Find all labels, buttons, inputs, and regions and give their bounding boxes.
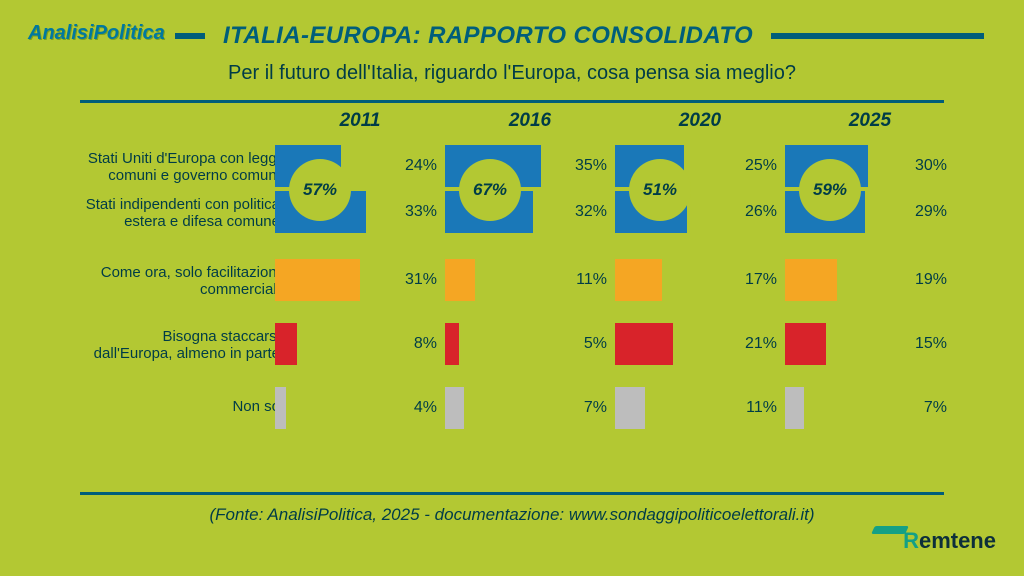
year-column: 67% 35% 32% 11% 5% 7% — [445, 145, 615, 475]
bar — [615, 259, 662, 301]
year-header: 2025 — [785, 110, 955, 132]
bar-row: 4% — [275, 387, 445, 429]
bar-row: 21% — [615, 323, 785, 365]
bar-row: 11% — [615, 387, 785, 429]
bar — [615, 387, 645, 429]
year-column: 51% 25% 26% 17% 21% 11% — [615, 145, 785, 475]
bar — [445, 323, 459, 365]
bar-row: 8% — [275, 323, 445, 365]
bar-row: 7% — [785, 387, 955, 429]
bar-value: 26% — [745, 191, 777, 233]
divider-top — [80, 100, 944, 103]
bar — [785, 323, 826, 365]
bar — [785, 259, 837, 301]
bar-value: 17% — [745, 259, 777, 301]
title-rule-right — [771, 33, 984, 39]
bar-value: 21% — [745, 323, 777, 365]
logo-swoosh-icon — [873, 526, 907, 536]
divider-bottom — [80, 492, 944, 495]
bar — [445, 259, 475, 301]
title-bar: ITALIA-EUROPA: RAPPORTO CONSOLIDATO — [0, 22, 1024, 50]
year-header: 2016 — [445, 110, 615, 132]
combined-pct-badge: 51% — [629, 159, 691, 221]
bar-row: 15% — [785, 323, 955, 365]
combined-pct-badge: 57% — [289, 159, 351, 221]
year-column: 59% 30% 29% 19% 15% 7% — [785, 145, 955, 475]
bar-row: 11% — [445, 259, 615, 301]
bar-value: 5% — [584, 323, 607, 365]
source-note: (Fonte: AnalisiPolitica, 2025 - document… — [0, 505, 1024, 525]
bar-value: 24% — [405, 145, 437, 187]
bar — [445, 387, 464, 429]
bar-value: 32% — [575, 191, 607, 233]
title-rule-left — [175, 33, 205, 39]
combined-pct-badge: 67% — [459, 159, 521, 221]
bar-row: 31% — [275, 259, 445, 301]
bar — [275, 323, 297, 365]
brand-logo-bottomright: Remtene — [869, 528, 996, 554]
year-header-row: 2011201620202025 — [80, 110, 944, 140]
combined-pct-badge: 59% — [799, 159, 861, 221]
bar-value: 11% — [576, 259, 607, 301]
bar-value: 7% — [584, 387, 607, 429]
year-column: 57% 24% 33% 31% 8% 4% — [275, 145, 445, 475]
bar-value: 30% — [915, 145, 947, 187]
bar-row: 17% — [615, 259, 785, 301]
bar-value: 7% — [924, 387, 947, 429]
bar-value: 25% — [745, 145, 777, 187]
bar-value: 31% — [405, 259, 437, 301]
bar-value: 4% — [414, 387, 437, 429]
bar — [275, 387, 286, 429]
bar-value: 33% — [405, 191, 437, 233]
page-subtitle: Per il futuro dell'Italia, riguardo l'Eu… — [0, 62, 1024, 85]
bar-row: 19% — [785, 259, 955, 301]
bar-value: 11% — [746, 387, 777, 429]
bars-container: 57% 24% 33% 31% 8% 4% 67% 35% 32% 11% 5% 7% 51% 25% 26… — [80, 145, 944, 475]
year-header: 2020 — [615, 110, 785, 132]
year-header: 2011 — [275, 110, 445, 132]
bar-row: 5% — [445, 323, 615, 365]
bar-value: 8% — [414, 323, 437, 365]
bar-row: 7% — [445, 387, 615, 429]
bar — [615, 323, 673, 365]
bar — [275, 259, 360, 301]
bar-value: 19% — [915, 259, 947, 301]
chart-area: 2011201620202025 Stati Uniti d'Europa co… — [80, 110, 944, 480]
bar-value: 15% — [915, 323, 947, 365]
bar — [785, 387, 804, 429]
bar-value: 29% — [915, 191, 947, 233]
page-title: ITALIA-EUROPA: RAPPORTO CONSOLIDATO — [223, 22, 753, 50]
bar-value: 35% — [575, 145, 607, 187]
